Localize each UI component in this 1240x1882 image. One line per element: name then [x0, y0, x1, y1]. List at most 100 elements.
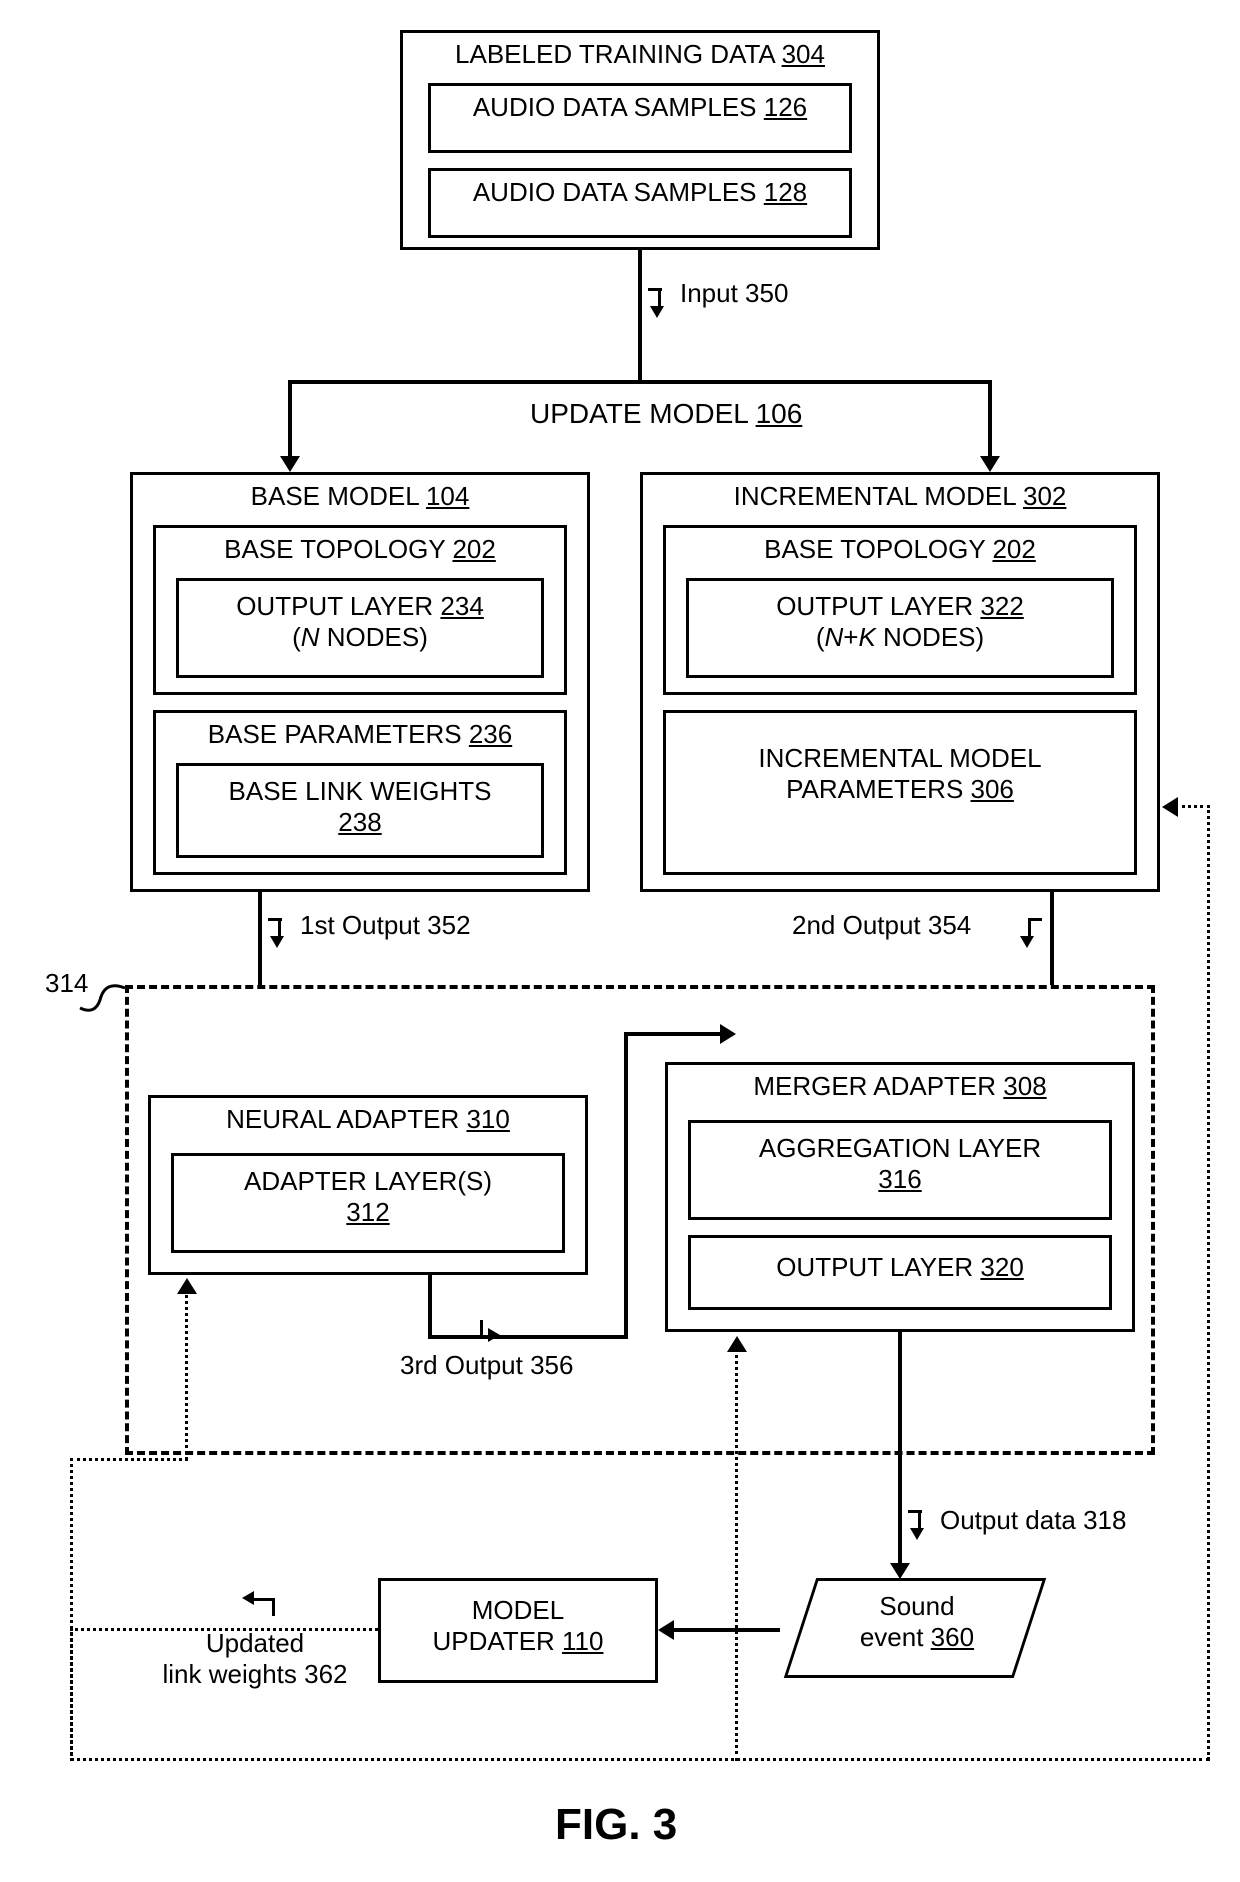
update-model-title: UPDATE MODEL 106 [530, 398, 802, 430]
out2-tick-arrow [1020, 936, 1034, 948]
ref: 310 [466, 1104, 509, 1134]
ref: 302 [1023, 481, 1066, 511]
aggregation-layer: AGGREGATION LAYER 316 [688, 1120, 1112, 1220]
label: LABELED TRAINING DATA [455, 39, 774, 69]
arrow-output-data [890, 1563, 910, 1579]
ref: 362 [304, 1659, 347, 1689]
dot-to-merger [735, 1348, 738, 1761]
arrow-to-base [280, 456, 300, 472]
merger-output-layer: OUTPUT LAYER 320 [688, 1235, 1112, 1310]
figure-label: FIG. 3 [555, 1800, 677, 1850]
edge-out1-label: 1st Output 352 [300, 910, 471, 941]
updated-link-weights-label: Updatedlink weights 362 [150, 1628, 360, 1690]
label: BASE PARAMETERS [208, 719, 462, 749]
base-output-layer: OUTPUT LAYER 234 (N NODES) [176, 578, 544, 678]
input-tick-arrow [650, 306, 664, 318]
ulw-tick-arrow [242, 1591, 254, 1605]
node-model-updater: MODELUPDATER 110 [378, 1578, 658, 1683]
label: OUTPUT LAYER [776, 1252, 973, 1282]
label: INCREMENTAL MODEL [734, 481, 1016, 511]
ref: 110 [562, 1626, 603, 1656]
node-training-data: LABELED TRAINING DATA 304 AUDIO DATA SAM… [400, 30, 880, 250]
dot-left-down [70, 1628, 73, 1761]
arrow-dot-inc [1162, 797, 1178, 817]
ref: 236 [469, 719, 512, 749]
dot-right-up [1207, 805, 1210, 1760]
inc-parameters: INCREMENTAL MODELPARAMETERS 306 [663, 710, 1137, 875]
ref: 312 [346, 1197, 389, 1227]
ref: 234 [440, 591, 483, 621]
node-neural-adapter: NEURAL ADAPTER 310 ADAPTER LAYER(S) 312 [148, 1095, 588, 1275]
node-base-model: BASE MODEL 104 BASE TOPOLOGY 202 OUTPUT … [130, 472, 590, 892]
edge-input-line [638, 250, 642, 380]
dot-branch-na-v [185, 1290, 188, 1460]
base-link-weights: BASE LINK WEIGHTS 238 [176, 763, 544, 858]
edge-input-label: Input 350 [680, 278, 788, 309]
outdata-tick-h [908, 1510, 922, 1513]
label2: event [860, 1622, 924, 1652]
input-tick-h [648, 288, 662, 291]
arrow-dot-na [177, 1278, 197, 1294]
node-sound-event: Sound event 360 [784, 1578, 1046, 1678]
dot-into-inc [1175, 805, 1210, 808]
ref: 308 [1003, 1071, 1046, 1101]
ulw-tick-h [252, 1598, 274, 1601]
edge-out2-label: 2nd Output 354 [792, 910, 971, 941]
ref: 202 [452, 534, 495, 564]
label: BASE TOPOLOGY [764, 534, 985, 564]
edge-input-split [288, 380, 992, 384]
label: BASE TOPOLOGY [224, 534, 445, 564]
label: AGGREGATION LAYER [759, 1133, 1041, 1163]
ulw-tick-v [272, 1598, 275, 1616]
arrow-dot-merger [727, 1336, 747, 1352]
edge-out3-v1 [428, 1275, 432, 1335]
edge-out3-label: 3rd Output 356 [400, 1350, 573, 1381]
base-topology: BASE TOPOLOGY 202 OUTPUT LAYER 234 (N NO… [153, 525, 567, 695]
label: UPDATE MODEL [530, 398, 748, 429]
arrow-to-inc [980, 456, 1000, 472]
node-merger-adapter: MERGER ADAPTER 308 AGGREGATION LAYER 316… [665, 1062, 1135, 1332]
out2-tick-h [1028, 918, 1042, 921]
note: (N NODES) [292, 622, 428, 652]
inc-topology: BASE TOPOLOGY 202 OUTPUT LAYER 322 (N+K … [663, 525, 1137, 695]
label: OUTPUT LAYER [776, 591, 973, 621]
ref: 126 [764, 92, 807, 122]
ref: 322 [980, 591, 1023, 621]
label: BASE LINK WEIGHTS [229, 776, 492, 806]
training-data-title: LABELED TRAINING DATA 304 [403, 33, 877, 72]
ref: 202 [992, 534, 1035, 564]
edge-output-data [898, 1332, 902, 1567]
outdata-tick-arrow [910, 1528, 924, 1540]
ref: 104 [426, 481, 469, 511]
ref: 238 [338, 807, 381, 837]
edge-out3-v2 [624, 1032, 628, 1339]
ref: 106 [756, 398, 803, 429]
node-incremental-model: INCREMENTAL MODEL 302 BASE TOPOLOGY 202 … [640, 472, 1160, 892]
base-parameters: BASE PARAMETERS 236 BASE LINK WEIGHTS 23… [153, 710, 567, 875]
ref: 320 [980, 1252, 1023, 1282]
edge-out3-h [428, 1335, 628, 1339]
ref: 304 [782, 39, 825, 69]
edge-se-mu [670, 1628, 780, 1632]
label: AUDIO DATA SAMPLES [473, 177, 757, 207]
label: BASE MODEL [251, 481, 419, 511]
out1-tick-arrow [270, 936, 284, 948]
label: OUTPUT LAYER [236, 591, 433, 621]
ref: 360 [931, 1622, 974, 1652]
dot-bottom [70, 1758, 1210, 1761]
audio-samples-128: AUDIO DATA SAMPLES 128 [428, 168, 852, 238]
inc-output-layer: OUTPUT LAYER 322 (N+K NODES) [686, 578, 1114, 678]
label: MERGER ADAPTER [753, 1071, 996, 1101]
label: Sound [879, 1591, 954, 1621]
ref: 316 [878, 1164, 921, 1194]
edge-to-inc [988, 380, 992, 460]
arrow-se-mu [658, 1620, 674, 1640]
edge-output-data-label: Output data 318 [940, 1505, 1126, 1536]
diagram-canvas: LABELED TRAINING DATA 304 AUDIO DATA SAM… [0, 0, 1240, 1882]
arrow-out3 [720, 1024, 736, 1044]
ref-314: 314 [45, 968, 88, 999]
audio-samples-126: AUDIO DATA SAMPLES 126 [428, 83, 852, 153]
note: (N+K NODES) [816, 622, 984, 652]
ref: 128 [764, 177, 807, 207]
adapter-layers: ADAPTER LAYER(S) 312 [171, 1153, 565, 1253]
